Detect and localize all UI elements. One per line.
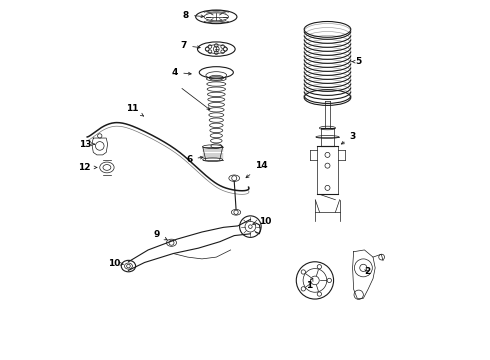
Text: 14: 14 — [246, 161, 268, 178]
Text: 11: 11 — [126, 104, 144, 116]
Text: 2: 2 — [364, 267, 370, 276]
Text: 4: 4 — [172, 68, 191, 77]
Text: 9: 9 — [154, 230, 167, 240]
Text: 8: 8 — [183, 10, 204, 19]
Text: 7: 7 — [181, 41, 200, 50]
Text: 6: 6 — [186, 155, 203, 164]
Text: 10: 10 — [252, 217, 271, 226]
Text: 5: 5 — [352, 57, 361, 66]
Text: 13: 13 — [79, 140, 95, 149]
Text: 10: 10 — [108, 259, 123, 268]
Text: 12: 12 — [78, 163, 97, 172]
Text: 1: 1 — [306, 278, 313, 290]
Text: 3: 3 — [342, 132, 356, 144]
